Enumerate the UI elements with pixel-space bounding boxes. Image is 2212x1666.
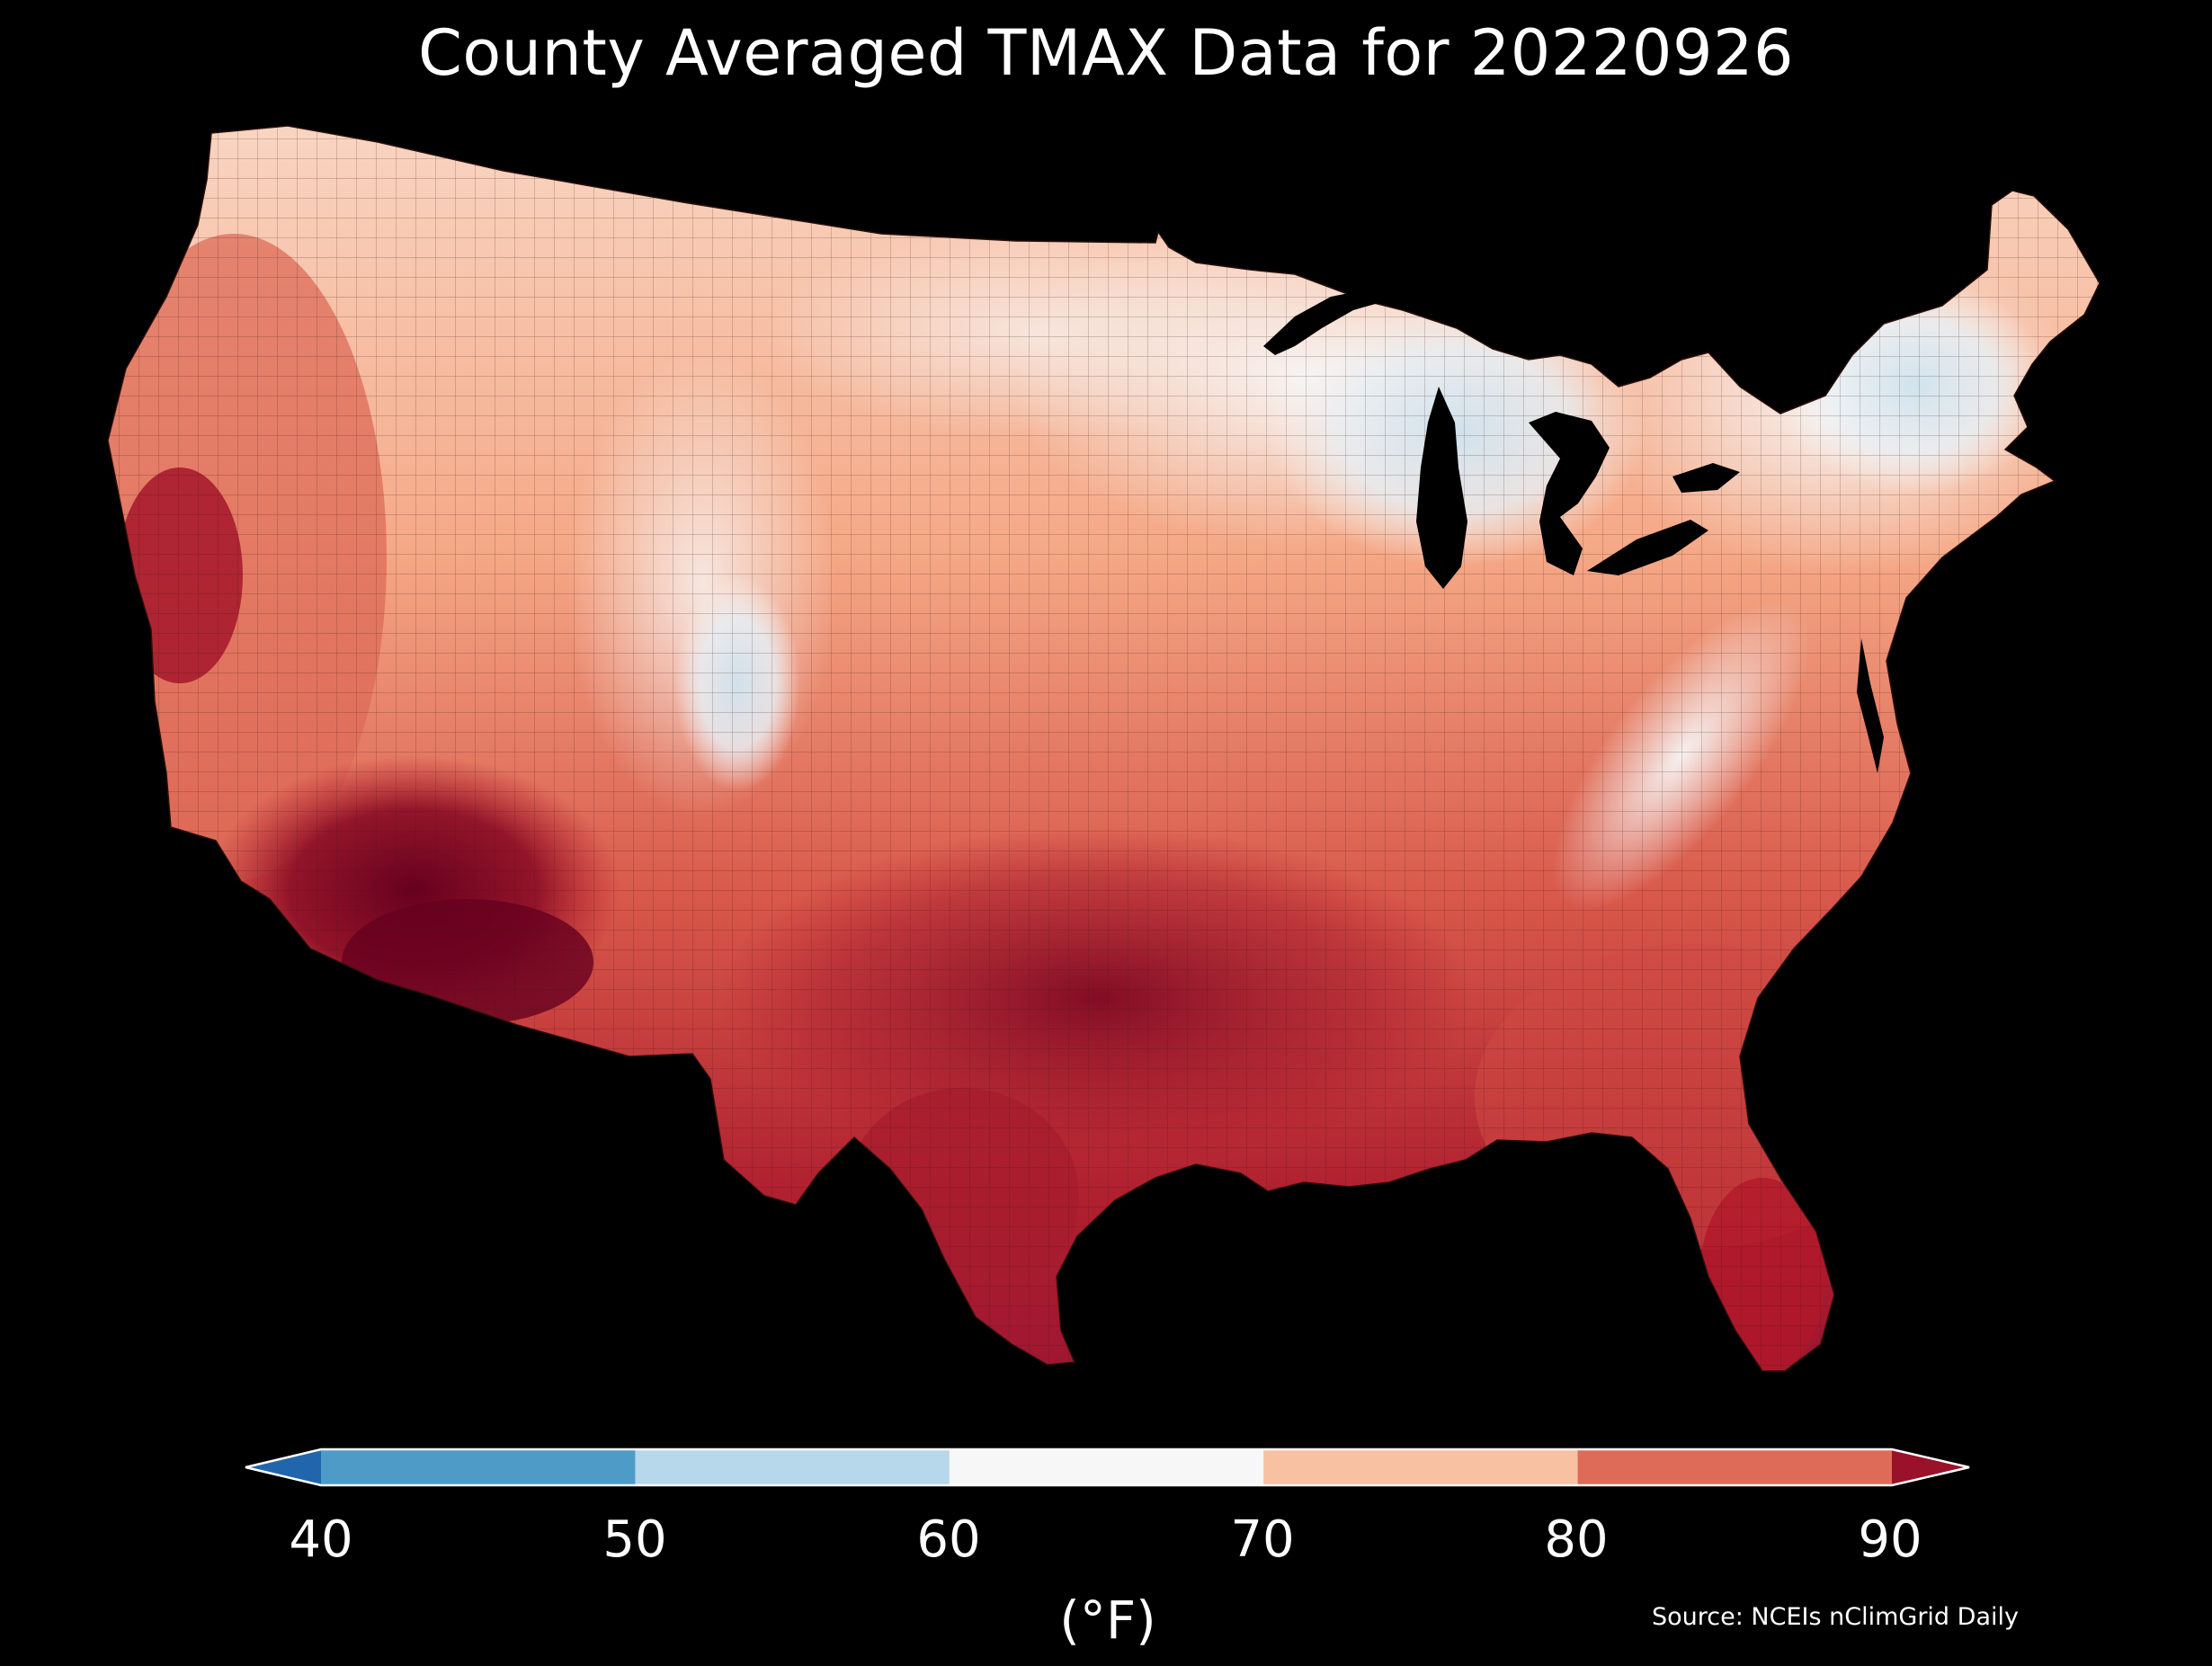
colorbar-tick-90: 90: [1858, 1510, 1922, 1569]
colorbar-tick-70: 70: [1230, 1510, 1295, 1569]
colorbar-tick-40: 40: [289, 1510, 353, 1569]
colorbar-bin-50-60: [635, 1449, 950, 1485]
colorbar-bin-80-90: [1577, 1449, 1893, 1485]
colorbar-bin-under: [245, 1449, 321, 1485]
colorbar-unit-label: (°F): [1059, 1590, 1156, 1651]
colorbar-tick-60: 60: [916, 1510, 981, 1569]
colorbar-bin-40-50: [321, 1449, 636, 1485]
colorbar-tick-50: 50: [602, 1510, 667, 1569]
chesapeake-bay: [1857, 638, 1884, 773]
map-land: [108, 126, 2100, 1371]
source-credit: Source: NCEIs nClimGrid Daily: [1652, 1603, 2019, 1631]
colorbar-tick-80: 80: [1544, 1510, 1609, 1569]
colorbar-bin-60-70: [949, 1449, 1264, 1485]
great-lakes: [1263, 290, 1740, 589]
map-title: County Averaged TMAX Data for 20220926: [417, 16, 1795, 90]
colorbar: [245, 1449, 1969, 1485]
colorbar-outline: [245, 1448, 1970, 1487]
colorbar-bin-over: [1892, 1449, 1969, 1485]
colorbar-bin-70-80: [1263, 1449, 1579, 1485]
